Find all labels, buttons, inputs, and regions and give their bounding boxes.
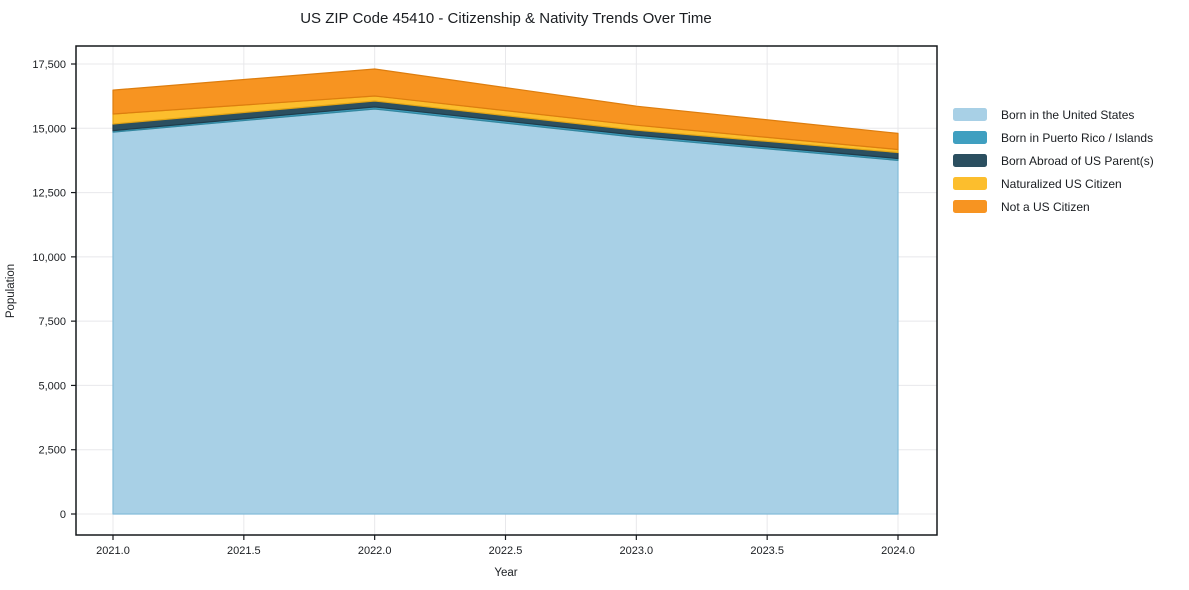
legend-item-2: Born Abroad of US Parent(s) (953, 149, 1154, 172)
legend: Born in the United States Born in Puerto … (953, 103, 1154, 218)
y-tick-label: 2,500 (38, 445, 66, 457)
legend-label: Not a US Citizen (1001, 199, 1090, 214)
legend-swatch (953, 154, 987, 167)
legend-swatch (953, 108, 987, 121)
y-tick-label: 17,500 (32, 59, 66, 71)
y-tick-label: 0 (60, 509, 66, 521)
x-tick-label: 2023.0 (620, 545, 654, 557)
area-series-4 (112, 68, 899, 151)
y-tick-label: 10,000 (32, 252, 66, 264)
legend-label: Naturalized US Citizen (1001, 176, 1122, 191)
y-tick-label: 5,000 (38, 380, 66, 392)
x-tick-label: 2021.0 (96, 545, 130, 557)
legend-swatch (953, 200, 987, 213)
y-tick-label: 15,000 (32, 123, 66, 135)
y-axis-label: Population (5, 264, 17, 318)
chart-title: US ZIP Code 45410 - Citizenship & Nativi… (300, 10, 712, 27)
legend-label: Born Abroad of US Parent(s) (1001, 153, 1154, 168)
legend-item-1: Born in Puerto Rico / Islands (953, 126, 1154, 149)
legend-item-3: Naturalized US Citizen (953, 172, 1154, 195)
y-tick-label: 7,500 (38, 316, 66, 328)
area-series-0 (112, 108, 899, 515)
plot-border (75, 45, 938, 536)
x-tick-label: 2021.5 (227, 545, 261, 557)
legend-swatch (953, 177, 987, 190)
x-tick-label: 2024.0 (881, 545, 915, 557)
y-tick-label: 12,500 (32, 188, 66, 200)
x-tick-label: 2022.5 (489, 545, 523, 557)
x-axis-label: Year (494, 567, 517, 579)
x-tick-label: 2023.5 (750, 545, 784, 557)
legend-label: Born in Puerto Rico / Islands (1001, 130, 1154, 145)
legend-item-4: Not a US Citizen (953, 195, 1154, 218)
legend-label: Born in the United States (1001, 107, 1135, 122)
x-tick-label: 2022.0 (358, 545, 392, 557)
chart-layers: 2021.0 2021.5 2022.0 2022.5 2023.0 2023.5 2024… (32, 45, 938, 557)
legend-swatch (953, 131, 987, 144)
legend-item-0: Born in the United States (953, 103, 1154, 126)
